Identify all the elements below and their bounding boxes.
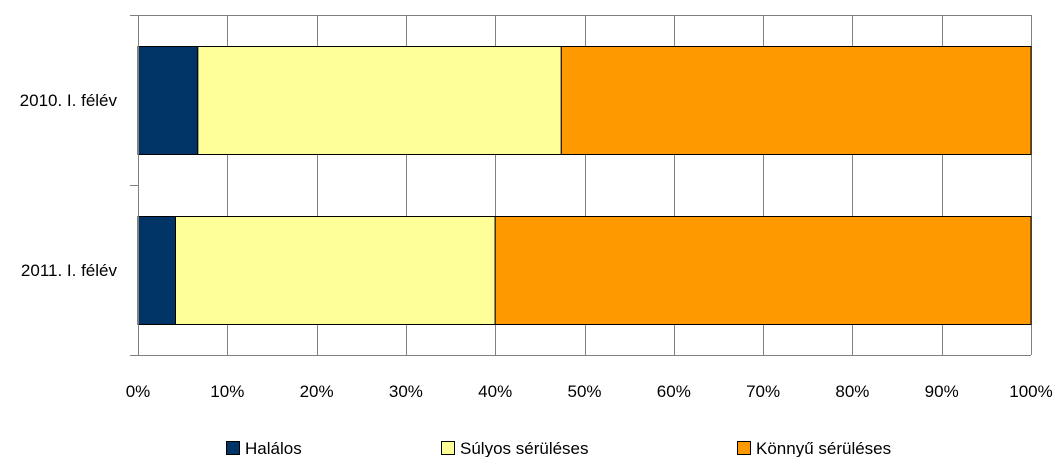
- x-tick-label: 70%: [746, 382, 780, 401]
- bar-segment: [137, 216, 177, 325]
- category-label: 2010. I. félév: [20, 91, 118, 110]
- x-tick-label: 100%: [1009, 382, 1052, 401]
- legend-swatch: [441, 441, 455, 455]
- x-tick-label: 10%: [210, 382, 244, 401]
- bar-segment: [137, 46, 199, 155]
- legend-label: Súlyos sérüléses: [460, 439, 589, 457]
- axis-labels: 2010. I. félév 2011. I. félév 0% 10% 20% 30% 4…: [20, 91, 1053, 401]
- axes: [130, 15, 1031, 356]
- x-tick-label: 0%: [126, 382, 151, 401]
- x-tick-label: 90%: [925, 382, 959, 401]
- x-tick-label: 80%: [835, 382, 869, 401]
- x-tick-label: 20%: [300, 382, 334, 401]
- legend-label: Halálos: [245, 439, 302, 457]
- legend: Halálos Súlyos sérüléses Könnyű sérüléses: [226, 439, 891, 458]
- bar-segment: [175, 216, 496, 325]
- bar-segment: [494, 216, 1032, 325]
- x-tick-label: 50%: [567, 382, 601, 401]
- bar-segment: [197, 46, 562, 155]
- legend-swatch: [226, 441, 240, 455]
- x-tick-label: 40%: [478, 382, 512, 401]
- legend-swatch: [737, 441, 751, 455]
- bars: [137, 46, 1032, 325]
- legend-label: Könnyű sérüléses: [756, 439, 891, 457]
- x-tick-label: 30%: [389, 382, 423, 401]
- bar-segment: [560, 46, 1032, 155]
- category-label: 2011. I. félév: [21, 261, 118, 280]
- x-tick-label: 60%: [657, 382, 691, 401]
